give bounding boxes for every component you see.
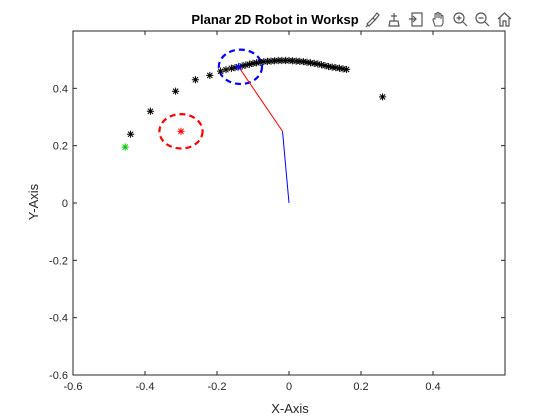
x-tick-label: 0 [286, 381, 292, 393]
data-point-s0-29 [307, 59, 315, 67]
data-point-s0-1 [146, 107, 154, 115]
data-point-s0-36 [332, 64, 340, 72]
data-point-s0-27 [299, 58, 307, 66]
axes-box [72, 30, 506, 376]
data-point-s0-37 [335, 64, 343, 72]
dashed-circle-0 [158, 113, 204, 150]
home-icon [497, 11, 512, 27]
y-tick-label: 0.2 [53, 141, 68, 153]
robot-link-1 [238, 66, 283, 132]
x-tick-label: -0.4 [136, 381, 155, 393]
data-point-s0-13 [249, 59, 257, 67]
x-tick-label: -0.2 [208, 381, 227, 393]
x-tick-label: 0.4 [425, 381, 440, 393]
dashed-circle-1 [217, 48, 264, 86]
y-tick-label: -0.2 [49, 255, 68, 267]
zoom-in-button[interactable] [450, 9, 471, 29]
y-tick-label: 0 [62, 198, 68, 210]
data-point-s0-10 [238, 62, 246, 70]
data-point-s0-34 [325, 62, 333, 71]
data-tips-icon [388, 12, 400, 27]
data-point-s0-15 [256, 58, 264, 66]
chart-marks [121, 48, 387, 204]
export-icon [409, 11, 423, 27]
zoom-in-icon [453, 11, 468, 26]
data-point-s0-14 [253, 59, 261, 67]
y-tick-label: -0.4 [49, 313, 68, 325]
data-point-s0-4 [206, 71, 214, 80]
data-point-s0-2 [172, 87, 180, 95]
data-point-s0-12 [245, 60, 253, 68]
data-point-s0-8 [231, 64, 239, 72]
data-point-s0-39 [343, 65, 351, 74]
x-axis-label: X-Axis [271, 401, 309, 416]
brush-button[interactable] [362, 9, 383, 29]
export-button[interactable] [406, 9, 427, 29]
data-point-s0-31 [314, 60, 322, 68]
robot-link-0 [282, 131, 290, 204]
brush-icon [365, 11, 380, 27]
y-tick-label: -0.6 [49, 370, 68, 382]
data-point-s0-40 [379, 93, 387, 101]
home-button[interactable] [494, 9, 515, 29]
data-point-s0-3 [191, 76, 199, 84]
data-point-s0-0 [127, 130, 135, 138]
pan-button[interactable] [428, 9, 449, 29]
data-point-s3-0 [235, 63, 243, 71]
data-point-s0-6 [222, 66, 230, 74]
data-point-s0-11 [242, 61, 250, 69]
x-tick-label: 0.2 [353, 381, 368, 393]
axes-toolbar [362, 9, 515, 29]
data-point-s0-7 [227, 64, 235, 72]
data-point-s0-28 [303, 58, 311, 66]
chart-title: Planar 2D Robot in Worksp [191, 12, 358, 27]
data-point-s0-33 [321, 62, 329, 70]
pan-icon [432, 11, 444, 27]
data-point-s0-5 [217, 67, 225, 75]
data-point-s0-30 [310, 59, 318, 67]
y-tick-label: 0.4 [53, 83, 68, 95]
axis-ticks: -0.6 -0.4 -0.2 0 0.2 0.4 -0.6 -0.4 -0.2 0 0.2 0.4 [49, 31, 505, 393]
data-point-s2-0 [177, 127, 185, 135]
x-tick-label: -0.6 [64, 381, 83, 393]
data-point-s0-38 [339, 65, 347, 73]
data-point-s0-35 [328, 63, 336, 71]
data-tips-button[interactable] [384, 9, 405, 29]
zoom-out-button[interactable] [472, 9, 493, 29]
y-axis-label: Y-Axis [26, 183, 41, 220]
data-point-s0-32 [317, 61, 325, 69]
data-point-s1-0 [121, 143, 129, 151]
zoom-out-icon [475, 11, 490, 26]
